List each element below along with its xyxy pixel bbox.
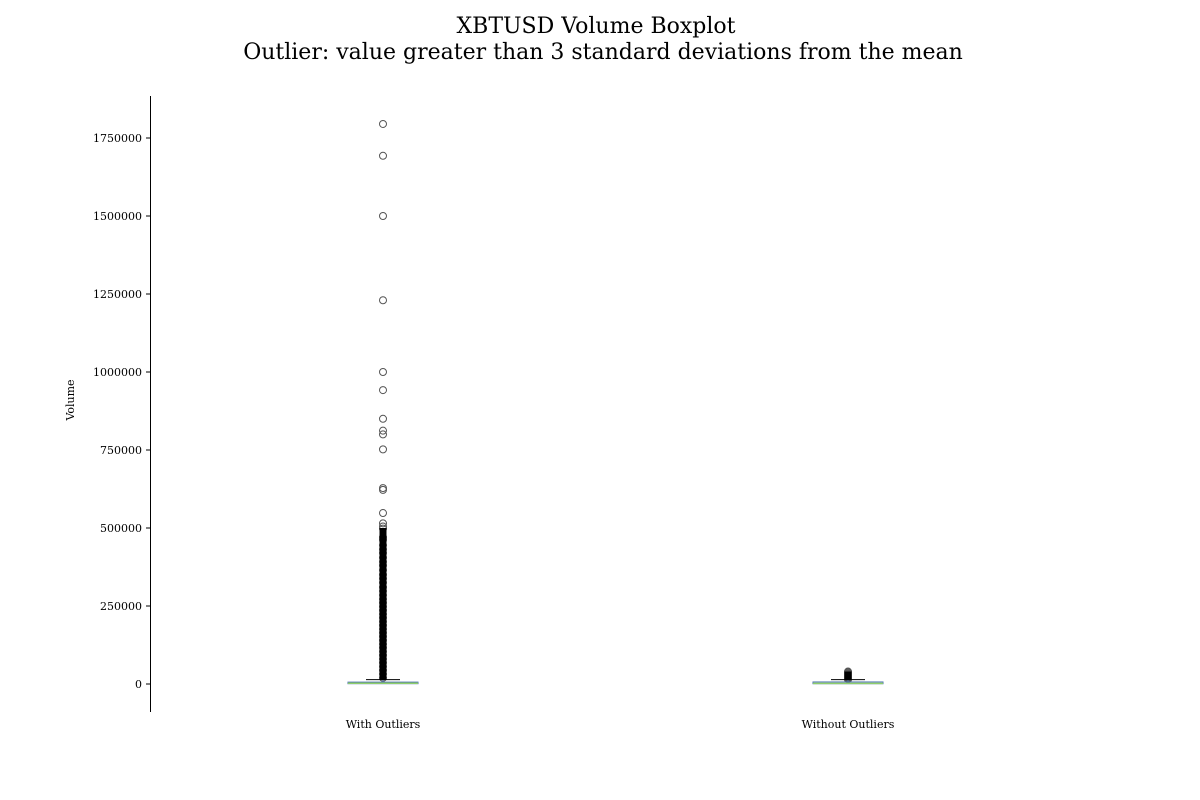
outlier-point — [379, 296, 387, 305]
box-group — [347, 119, 419, 685]
chart-title: XBTUSD Volume Boxplot — [457, 14, 736, 39]
outlier-point — [379, 212, 387, 220]
outlier-point — [379, 119, 387, 128]
outlier-point — [379, 151, 387, 160]
x-tick-label: With Outliers — [346, 718, 421, 731]
box-group — [812, 667, 884, 685]
outlier-point — [379, 414, 387, 423]
outlier-point — [379, 426, 387, 435]
y-tick-label: 750000 — [100, 444, 142, 457]
outlier-point — [379, 368, 387, 376]
outlier-point — [379, 386, 387, 395]
y-tick-label: 1250000 — [93, 288, 142, 301]
y-tick-label: 500000 — [100, 522, 142, 535]
chart-subtitle: Outlier: value greater than 3 standard d… — [243, 40, 963, 65]
x-tick-labels: With Outliers Without Outliers — [346, 718, 895, 731]
y-tick-label: 1000000 — [93, 366, 142, 379]
outlier-point — [379, 509, 387, 518]
outlier-point — [379, 519, 387, 528]
y-axis-label: Volume — [64, 379, 77, 421]
x-tick-label: Without Outliers — [802, 718, 895, 731]
outlier-point — [379, 485, 387, 494]
y-tick-label: 1750000 — [93, 132, 142, 145]
boxes — [347, 119, 884, 685]
y-tick-label: 0 — [135, 678, 142, 691]
y-tick-label: 1500000 — [93, 210, 142, 223]
y-tick-label: 250000 — [100, 600, 142, 613]
outlier-point — [379, 445, 387, 454]
y-ticks: 0 250000 500000 750000 1000000 1250000 1500000… — [93, 132, 150, 691]
outlier-point — [379, 430, 387, 439]
